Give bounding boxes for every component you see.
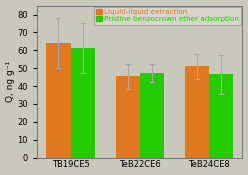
Bar xyxy=(185,66,209,158)
Bar xyxy=(70,48,95,158)
Y-axis label: Q, ng g⁻¹: Q, ng g⁻¹ xyxy=(5,61,15,102)
Legend: Liquid-liquid extraction, Pristine benzocrown ether adsorption: Liquid-liquid extraction, Pristine benzo… xyxy=(94,7,241,24)
Bar xyxy=(209,74,233,158)
Bar xyxy=(116,76,140,158)
Bar xyxy=(140,73,164,158)
Bar xyxy=(46,43,70,158)
